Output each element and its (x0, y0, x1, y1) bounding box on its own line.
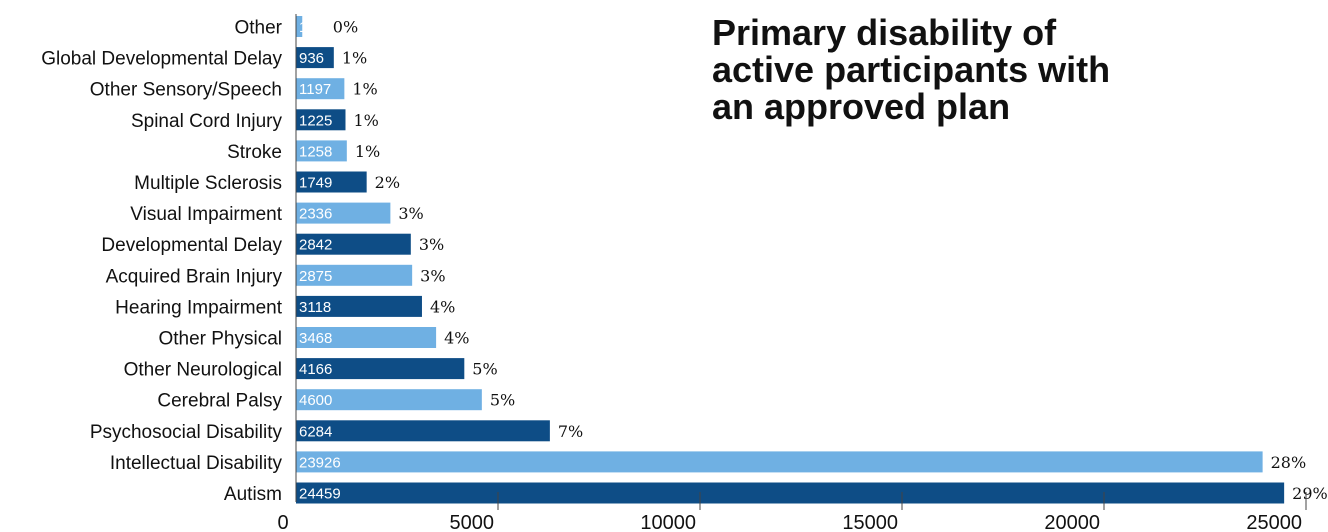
bar-value-label: 4600 (299, 392, 332, 409)
chart-title-line-3: an approved plan (712, 86, 1011, 127)
bar (296, 140, 347, 162)
bar-percent-label: 1% (342, 49, 367, 68)
bar-percent-label: 5% (472, 360, 497, 379)
category-label: Visual Impairment (130, 204, 282, 225)
bar (296, 47, 334, 69)
bar-value-label: 1258 (299, 143, 332, 160)
category-label: Spinal Cord Injury (131, 111, 283, 132)
bar-percent-label: 28% (1271, 453, 1307, 472)
bar-percent-label: 3% (420, 266, 445, 285)
category-label: Multiple Sclerosis (134, 173, 282, 194)
chart-title-line-1: Primary disability of (712, 12, 1057, 53)
category-label: Other Physical (158, 329, 282, 350)
bar (296, 420, 550, 442)
bar-percent-label: 29% (1292, 484, 1328, 503)
bar-value-label: 2842 (299, 237, 332, 254)
bar (296, 78, 345, 100)
x-tick-label: 0 (277, 512, 288, 532)
bar-percent-label: 1% (352, 80, 377, 99)
bar (296, 109, 346, 131)
bar (296, 202, 391, 224)
bar (296, 358, 465, 380)
bar-percent-label: 3% (398, 204, 423, 223)
category-label: Other Sensory/Speech (90, 80, 282, 101)
bar (296, 327, 437, 348)
bar-percent-label: 4% (444, 329, 469, 348)
bar-percent-label: 5% (490, 391, 515, 410)
bar-value-label: 3468 (299, 330, 332, 347)
x-tick-label: 10000 (640, 512, 696, 532)
bar-percent-label: 0% (333, 18, 358, 37)
x-tick-label: 20000 (1044, 512, 1100, 532)
chart-title: Primary disability of active participant… (712, 14, 1272, 125)
bar-value-label: 2875 (299, 268, 332, 285)
category-label: Autism (224, 484, 282, 505)
bar (296, 482, 1285, 504)
bar-percent-label: 2% (375, 173, 400, 192)
category-label: Developmental Delay (101, 235, 282, 256)
category-label: Acquired Brain Injury (106, 266, 283, 287)
x-tick-label: 5000 (450, 512, 495, 532)
bar (296, 16, 303, 37)
bar-percent-label: 4% (430, 297, 455, 316)
bar-value-label: 24459 (299, 486, 341, 503)
bar-percent-label: 7% (558, 422, 583, 441)
bar-value-label: 4166 (299, 361, 332, 378)
bar-percent-label: 1% (353, 111, 378, 130)
category-label: Psychosocial Disability (90, 422, 283, 443)
bar-value-label: 3118 (299, 299, 331, 316)
bar-value-label: 1197 (299, 81, 331, 98)
category-label: Other (234, 18, 282, 39)
bar-value-label: 1225 (299, 112, 332, 129)
chart-title-line-2: active participants with (712, 49, 1111, 90)
category-label: Stroke (227, 142, 282, 163)
category-label: Intellectual Disability (110, 453, 283, 474)
bar-value-label: 2336 (299, 206, 332, 223)
bar-percent-label: 3% (419, 235, 444, 254)
bar (296, 295, 422, 317)
bar-percent-label: 1% (355, 142, 380, 161)
bar-value-label: 6284 (299, 423, 332, 440)
bar-value-label: 155 (299, 19, 324, 36)
bar (296, 233, 411, 255)
x-tick-label: 25000 (1246, 512, 1302, 532)
bar (296, 451, 1263, 473)
bar (296, 264, 413, 286)
x-tick-label: 15000 (842, 512, 898, 532)
bar-value-label: 936 (299, 50, 324, 67)
category-label: Hearing Impairment (115, 297, 283, 318)
bar (296, 389, 482, 411)
category-label: Global Developmental Delay (41, 49, 282, 70)
bar-value-label: 23926 (299, 454, 341, 471)
category-label: Other Neurological (124, 360, 282, 381)
category-label: Cerebral Palsy (157, 391, 282, 412)
bar-value-label: 1749 (299, 175, 332, 192)
bar (296, 171, 367, 193)
